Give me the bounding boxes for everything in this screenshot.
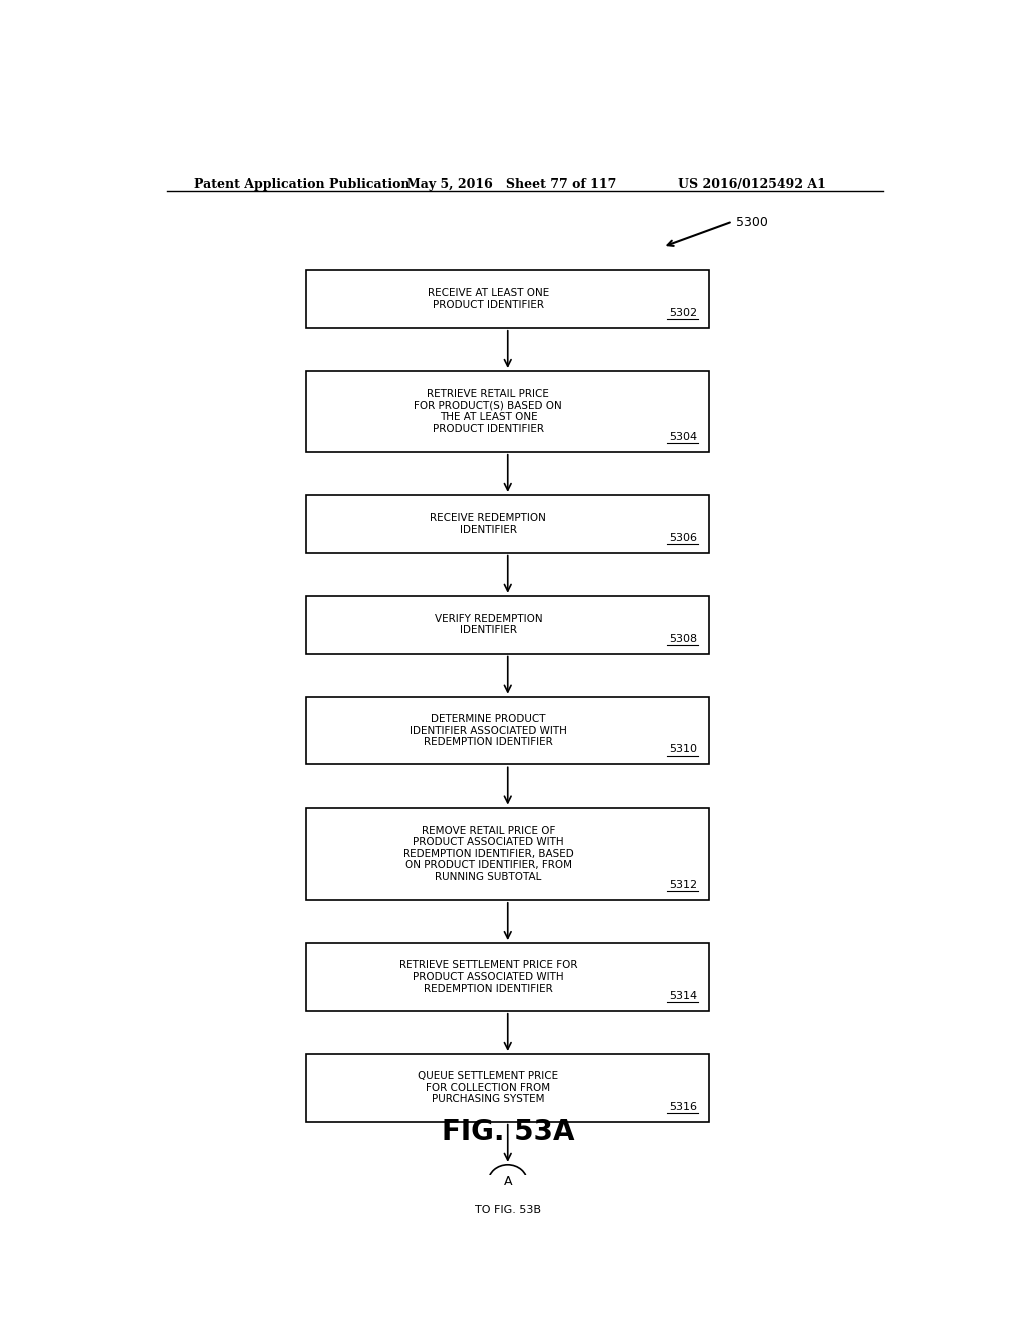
- Text: 5308: 5308: [670, 634, 697, 644]
- Text: RETRIEVE SETTLEMENT PRICE FOR
PRODUCT ASSOCIATED WITH
REDEMPTION IDENTIFIER: RETRIEVE SETTLEMENT PRICE FOR PRODUCT AS…: [399, 961, 578, 994]
- Text: QUEUE SETTLEMENT PRICE
FOR COLLECTION FROM
PURCHASING SYSTEM: QUEUE SETTLEMENT PRICE FOR COLLECTION FR…: [419, 1072, 558, 1105]
- Text: FIG. 53A: FIG. 53A: [441, 1118, 574, 1147]
- Text: 5312: 5312: [670, 880, 697, 890]
- Text: DETERMINE PRODUCT
IDENTIFIER ASSOCIATED WITH
REDEMPTION IDENTIFIER: DETERMINE PRODUCT IDENTIFIER ASSOCIATED …: [410, 714, 567, 747]
- Text: RECEIVE REDEMPTION
IDENTIFIER: RECEIVE REDEMPTION IDENTIFIER: [430, 513, 547, 535]
- Text: TO FIG. 53B: TO FIG. 53B: [475, 1205, 541, 1214]
- Text: 5314: 5314: [670, 991, 697, 1001]
- Text: 5306: 5306: [670, 533, 697, 543]
- Text: 5310: 5310: [670, 744, 697, 755]
- Text: VERIFY REDEMPTION
IDENTIFIER: VERIFY REDEMPTION IDENTIFIER: [434, 614, 542, 635]
- Bar: [306, 495, 710, 553]
- Bar: [306, 371, 710, 451]
- Text: RECEIVE AT LEAST ONE
PRODUCT IDENTIFIER: RECEIVE AT LEAST ONE PRODUCT IDENTIFIER: [428, 288, 549, 310]
- Text: A: A: [504, 1175, 512, 1188]
- Bar: [306, 942, 710, 1011]
- Bar: [306, 697, 710, 764]
- Text: RETRIEVE RETAIL PRICE
FOR PRODUCT(S) BASED ON
THE AT LEAST ONE
PRODUCT IDENTIFIE: RETRIEVE RETAIL PRICE FOR PRODUCT(S) BAS…: [415, 389, 562, 434]
- Bar: [306, 271, 710, 327]
- Text: May 5, 2016   Sheet 77 of 117: May 5, 2016 Sheet 77 of 117: [407, 178, 616, 190]
- Text: 5316: 5316: [670, 1102, 697, 1111]
- Bar: [306, 1053, 710, 1122]
- Text: US 2016/0125492 A1: US 2016/0125492 A1: [678, 178, 826, 190]
- Bar: [306, 808, 710, 900]
- Text: 5300: 5300: [736, 216, 768, 230]
- Text: REMOVE RETAIL PRICE OF
PRODUCT ASSOCIATED WITH
REDEMPTION IDENTIFIER, BASED
ON P: REMOVE RETAIL PRICE OF PRODUCT ASSOCIATE…: [403, 825, 573, 882]
- Bar: [306, 595, 710, 653]
- Ellipse shape: [488, 1164, 527, 1199]
- Text: Patent Application Publication: Patent Application Publication: [194, 178, 410, 190]
- Text: 5304: 5304: [670, 432, 697, 442]
- Text: 5302: 5302: [670, 308, 697, 318]
